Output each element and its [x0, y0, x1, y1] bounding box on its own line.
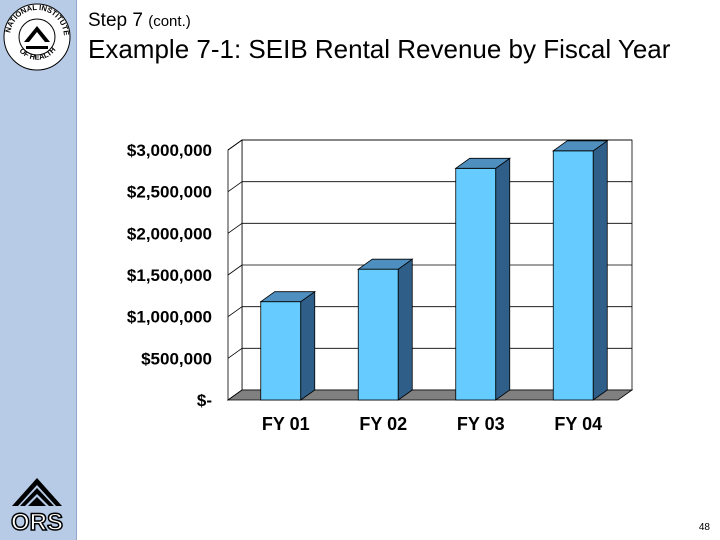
- gridline: [227, 306, 243, 317]
- y-tick-label: $1,000,000: [127, 308, 212, 327]
- x-axis-labels: FY 01 FY 02 FY 03 FY 04: [262, 414, 602, 434]
- bar-top: [259, 291, 316, 303]
- gridline: [227, 264, 243, 276]
- y-tick-label: $-: [197, 391, 212, 410]
- gridline: [227, 348, 243, 359]
- bar-side: [592, 140, 608, 401]
- chart-bars: [259, 140, 609, 401]
- chart-walls: [226, 139, 634, 401]
- step-heading: Step 7 (cont.): [88, 10, 191, 32]
- y-axis-labels: $- $500,000 $1,000,000 $1,500,000 $2,000,000…: [127, 141, 212, 410]
- ors-logo: ORS: [10, 478, 64, 534]
- y-tick-label: $3,000,000: [127, 141, 212, 160]
- bar-side: [495, 157, 511, 401]
- x-tick-label: FY 03: [457, 414, 505, 434]
- bar-front: [455, 167, 497, 401]
- bar: [357, 258, 414, 401]
- x-tick-label: FY 01: [262, 414, 310, 434]
- bar-chart: $- $500,000 $1,000,000 $1,500,000 $2,000,000…: [127, 139, 634, 434]
- svg-text:ORS: ORS: [11, 509, 63, 534]
- bar-front: [552, 150, 594, 401]
- bar: [552, 140, 609, 401]
- gridline: [227, 223, 243, 234]
- nih-seal-logo: NATIONAL INSTITUTES OF HEALTH: [2, 2, 71, 71]
- bar-top: [552, 140, 609, 152]
- bar-side: [300, 290, 316, 401]
- step-label: Step 7: [88, 10, 143, 31]
- y-tick-label: $2,500,000: [127, 183, 212, 202]
- bar-front: [357, 268, 399, 401]
- gridline: [227, 139, 243, 151]
- bar: [259, 290, 316, 401]
- bar-top: [357, 258, 414, 270]
- bar: [454, 157, 511, 401]
- slide-number: 48: [698, 522, 710, 533]
- x-tick-label: FY 02: [359, 414, 407, 434]
- x-tick-label: FY 04: [554, 414, 602, 434]
- bar-front: [260, 301, 302, 401]
- bar-side: [397, 258, 413, 401]
- bar-top: [454, 157, 511, 169]
- page-title: Example 7-1: SEIB Rental Revenue by Fisc…: [88, 34, 671, 64]
- gridline: [227, 181, 243, 192]
- y-tick-label: $1,500,000: [127, 266, 212, 285]
- step-suffix: (cont.): [148, 13, 191, 30]
- sidebar: NATIONAL INSTITUTES OF HEALTH ORS: [0, 0, 77, 540]
- y-tick-label: $2,000,000: [127, 224, 212, 243]
- y-tick-label: $500,000: [141, 349, 212, 368]
